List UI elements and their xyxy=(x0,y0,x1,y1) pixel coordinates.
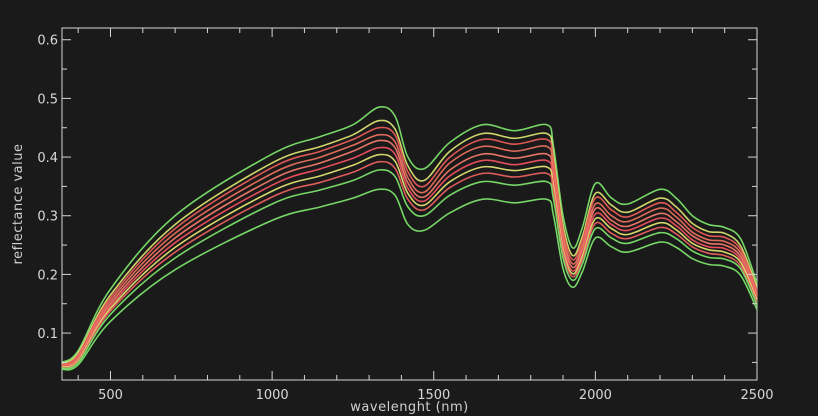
series-line-10 xyxy=(61,188,758,371)
y-tick-label: 0.3 xyxy=(37,210,58,225)
series-line-6 xyxy=(61,146,758,368)
x-tick-label: 1000 xyxy=(256,388,289,403)
series-line-3 xyxy=(61,126,758,366)
y-tick-label: 0.5 xyxy=(37,92,58,107)
series-layer xyxy=(61,105,758,371)
x-tick-label: 1500 xyxy=(417,388,450,403)
y-axis-label: reflectance value xyxy=(11,144,26,265)
y-tick-label: 0.4 xyxy=(37,151,58,166)
x-tick-label: 2000 xyxy=(579,388,612,403)
series-line-8 xyxy=(61,160,758,369)
series-line-9 xyxy=(61,169,758,370)
plot-frame xyxy=(61,27,758,381)
y-tick-label: 0.6 xyxy=(37,34,58,49)
x-axis-label: wavelenght (nm) xyxy=(350,400,468,415)
series-line-4 xyxy=(61,133,758,367)
x-tick-label: 500 xyxy=(98,388,123,403)
series-line-1 xyxy=(61,105,758,364)
y-tick-label: 0.2 xyxy=(37,268,58,283)
axes-layer: 500 1000 1500 2000 2500 0.1 0.2 0.3 0.4 0.5 0.6 xyxy=(37,28,774,403)
y-tick-label: 0.1 xyxy=(37,327,58,342)
series-line-5 xyxy=(61,139,758,367)
series-line-2 xyxy=(61,119,758,365)
x-tick-label: 2500 xyxy=(740,388,773,403)
series-line-7 xyxy=(61,153,758,368)
plot-area xyxy=(61,27,758,381)
